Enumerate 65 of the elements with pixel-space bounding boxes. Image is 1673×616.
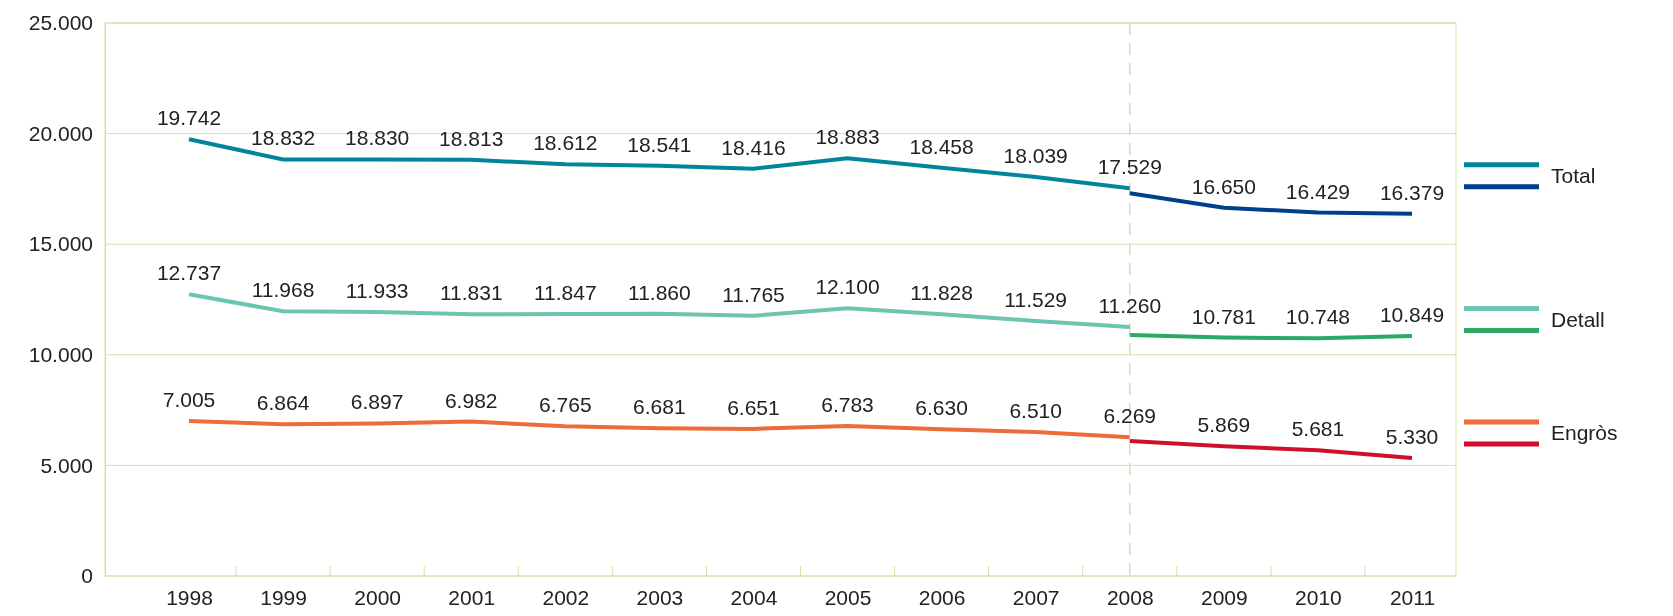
data-label: 10.849	[1379, 303, 1445, 327]
data-label: 16.429	[1285, 179, 1351, 203]
data-label: 10.781	[1191, 304, 1256, 328]
x-tick-label: 2001	[448, 585, 496, 609]
data-label: 18.541	[627, 132, 692, 156]
data-label: 11.831	[439, 281, 503, 305]
data-label: 18.883	[815, 125, 880, 149]
x-tick-label: 2010	[1295, 585, 1342, 609]
x-tick-label: 2005	[824, 585, 872, 609]
data-label: 6.982	[444, 388, 498, 412]
data-label: 10.748	[1285, 305, 1351, 329]
data-label: 18.039	[1003, 143, 1068, 167]
x-tick-label: 2004	[730, 585, 778, 609]
data-label: 6.864	[256, 391, 310, 415]
data-label: 11.933	[345, 279, 409, 303]
data-label: 18.832	[250, 126, 316, 150]
data-label: 6.510	[1009, 399, 1062, 422]
y-tick-label: 20.000	[28, 121, 93, 145]
data-label: 18.830	[345, 126, 410, 150]
x-tick-label: 2011	[1389, 585, 1436, 609]
data-label: 6.897	[350, 390, 404, 414]
y-tick-label: 25.000	[28, 11, 93, 35]
legend-label: Engròs	[1551, 420, 1618, 444]
x-tick-label: 1998	[166, 585, 213, 609]
x-tick-label: 2008	[1106, 585, 1154, 609]
x-tick-label: 2006	[918, 585, 966, 609]
x-tick-label: 2007	[1012, 585, 1060, 609]
x-tick-label: 2009	[1200, 585, 1248, 609]
data-label: 18.813	[439, 126, 504, 150]
data-label: 5.681	[1291, 417, 1345, 441]
data-label: 11.765	[722, 282, 785, 306]
y-tick-label: 15.000	[28, 232, 93, 256]
data-label: 6.681	[633, 395, 686, 419]
data-label: 12.737	[156, 261, 222, 285]
x-tick-label: 2002	[542, 585, 590, 609]
data-label: 18.612	[533, 131, 598, 155]
data-label: 6.765	[539, 393, 592, 417]
data-label: 6.269	[1103, 404, 1157, 428]
data-label: 11.828	[910, 281, 973, 305]
data-label: 7.005	[162, 388, 216, 412]
y-tick-label: 5.000	[40, 453, 93, 477]
data-label: 18.416	[721, 135, 786, 159]
legend-label: Detall	[1551, 307, 1605, 331]
data-label: 18.458	[909, 134, 974, 158]
data-label: 11.860	[628, 280, 691, 304]
data-label: 19.742	[156, 106, 222, 130]
data-label: 5.330	[1385, 425, 1439, 449]
data-label: 11.260	[1098, 293, 1162, 317]
data-label: 12.100	[815, 275, 880, 299]
y-tick-label: 10.000	[28, 343, 93, 367]
x-tick-label: 1999	[260, 585, 307, 609]
x-tick-label: 2000	[354, 585, 402, 609]
data-label: 11.968	[251, 278, 315, 302]
data-label: 6.651	[727, 395, 780, 419]
data-label: 11.529	[1004, 287, 1068, 311]
x-tick-label: 2003	[636, 585, 684, 609]
legend-label: Total	[1551, 163, 1596, 187]
data-label: 11.847	[533, 280, 597, 304]
data-label: 16.650	[1191, 174, 1256, 198]
data-label: 5.869	[1197, 413, 1251, 437]
data-label: 16.379	[1379, 180, 1445, 204]
data-label: 6.783	[821, 392, 874, 416]
y-tick-label: 0	[81, 564, 93, 588]
data-label: 6.630	[915, 396, 968, 420]
data-label: 17.529	[1097, 155, 1162, 179]
